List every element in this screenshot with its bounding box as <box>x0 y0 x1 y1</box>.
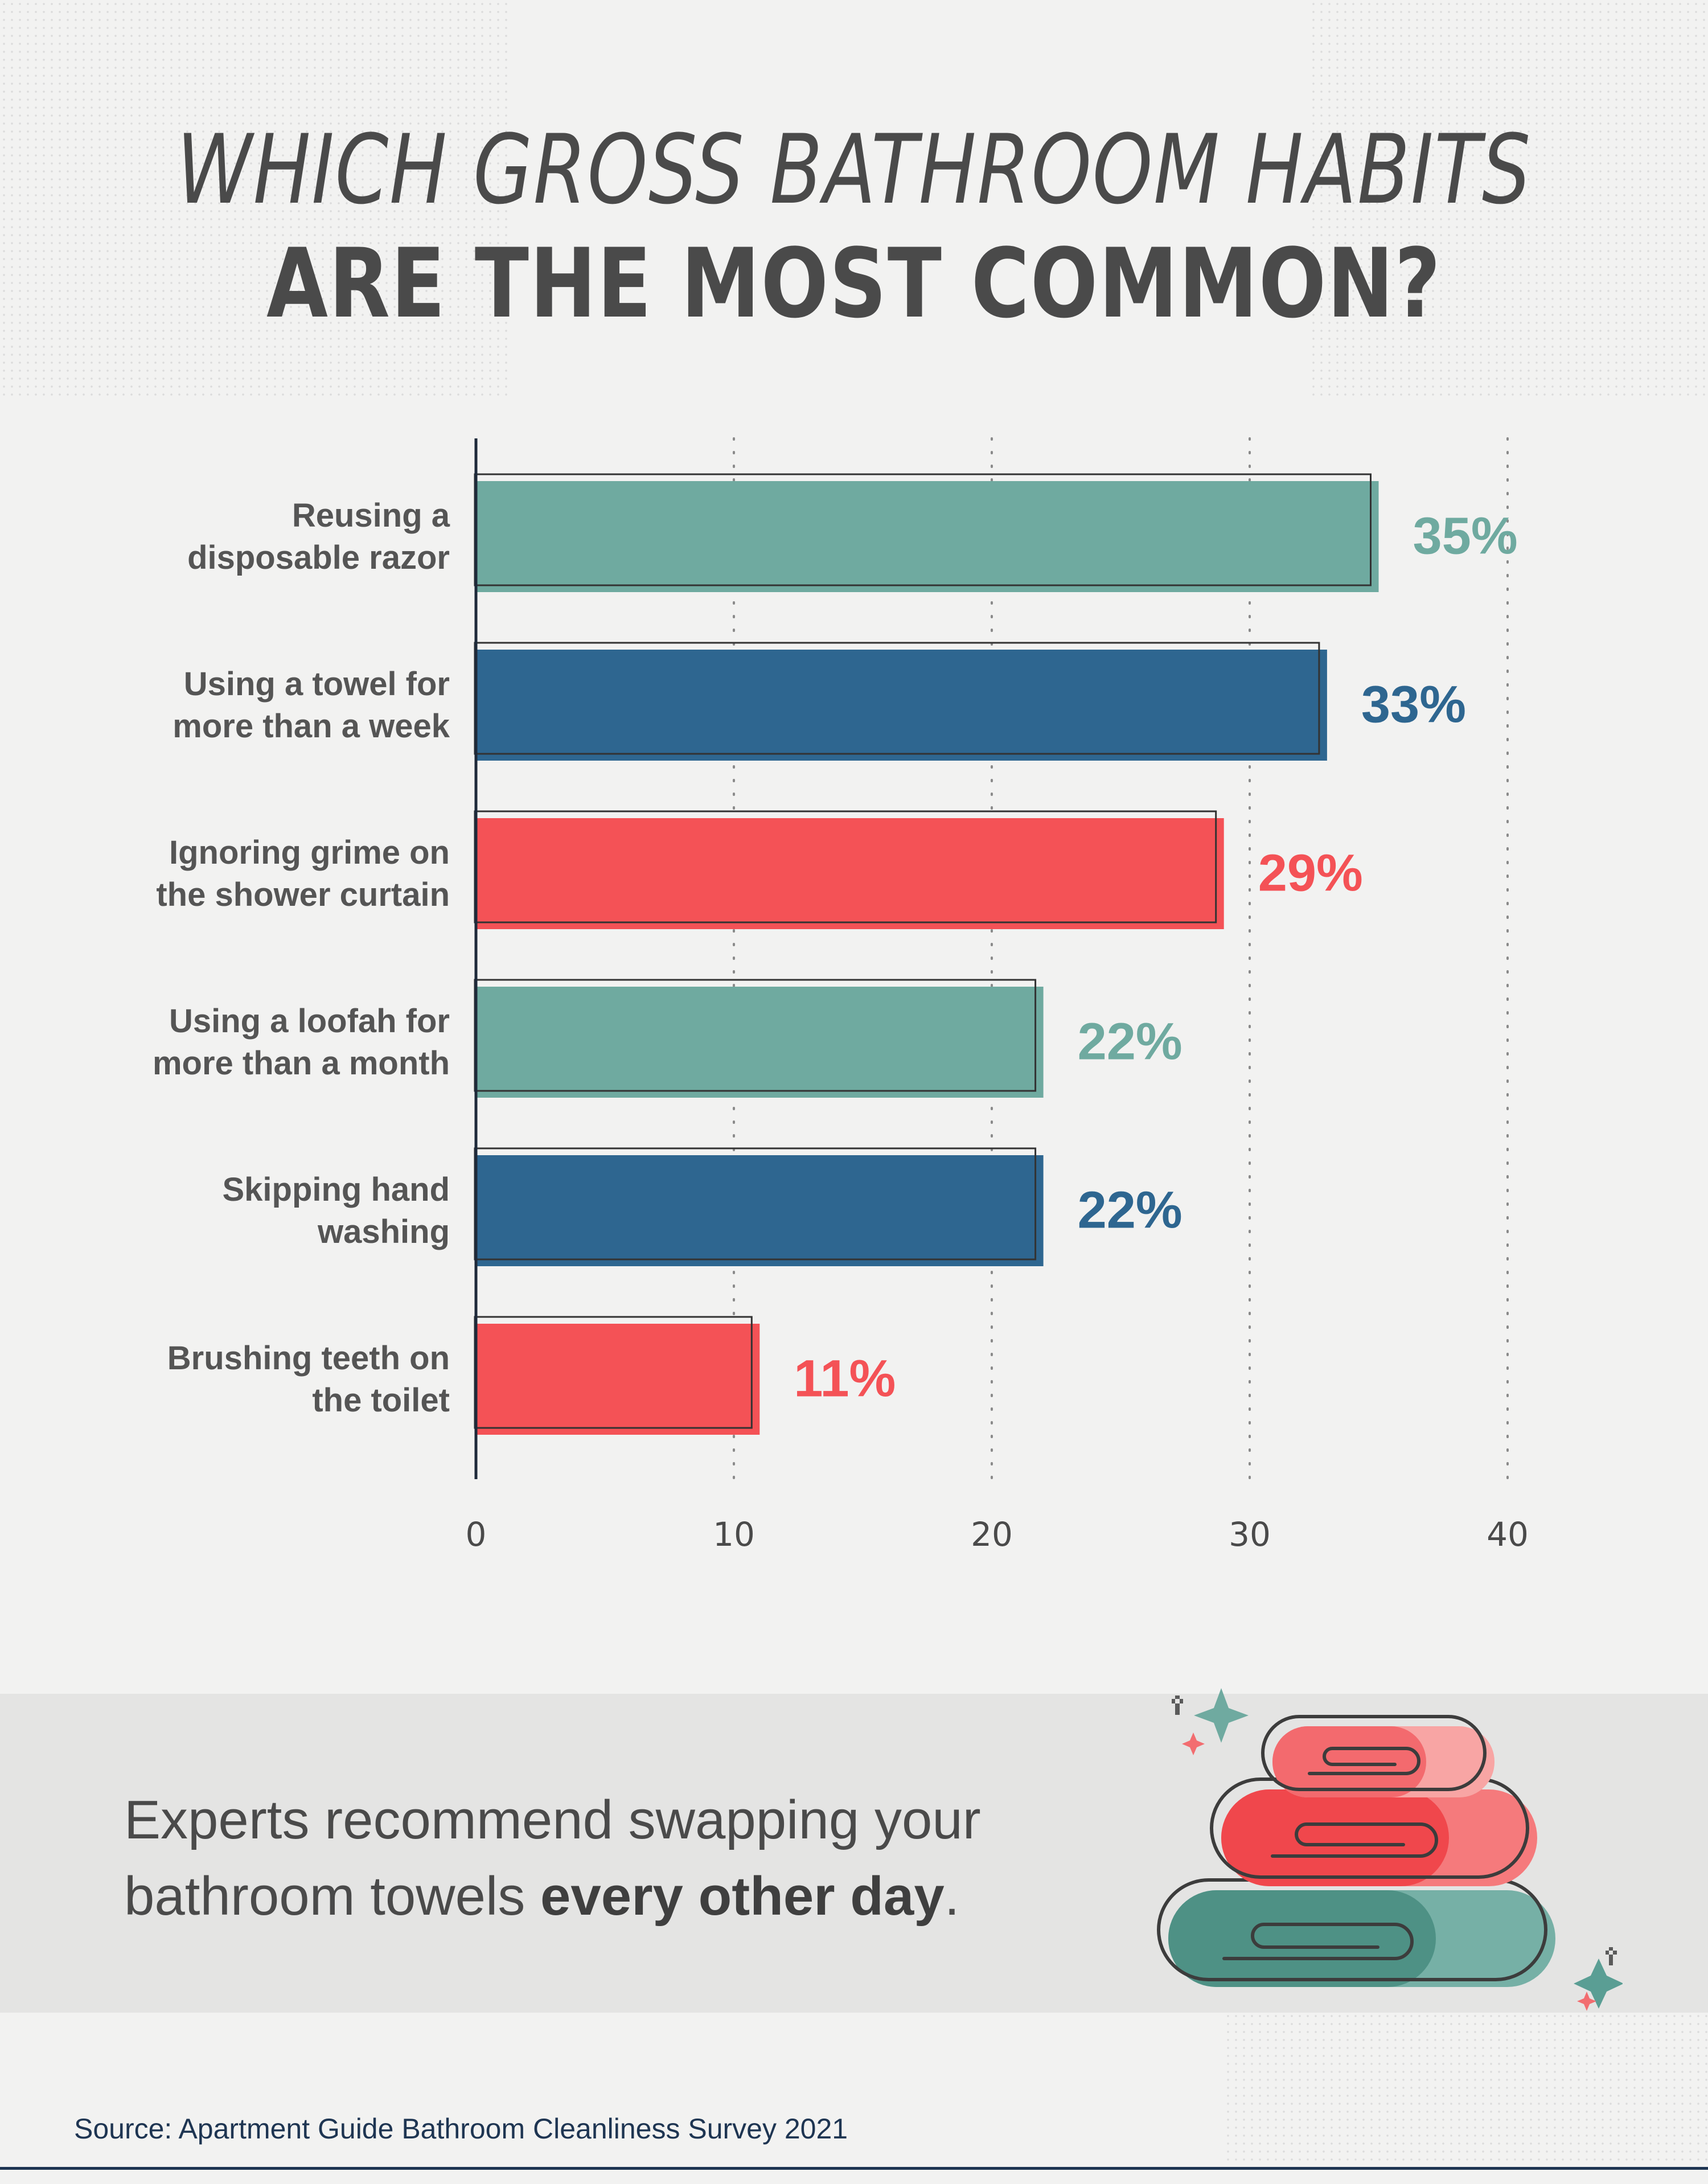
category-label-line: more than a month <box>152 1044 450 1082</box>
value-label: 22% <box>1078 1013 1183 1071</box>
x-tick-label: 40 <box>1487 1515 1529 1554</box>
tip-text: Experts recommend swapping your bathroom… <box>124 1782 1149 1935</box>
category-label-line: washing <box>317 1213 450 1250</box>
x-tick-label: 0 <box>466 1515 487 1554</box>
towel-stack-icon <box>1157 1688 1623 2011</box>
value-labels: 35% 33% 29% 22% 22% 11% <box>794 507 1517 1408</box>
value-label: 11% <box>794 1350 896 1408</box>
title-line-2: ARE THE MOST COMMON? <box>266 228 1442 339</box>
bottom-rule <box>0 2167 1708 2170</box>
x-tick-label: 10 <box>713 1515 755 1554</box>
tip-line-2-normal: bathroom towels <box>124 1866 541 1927</box>
category-label: Using a towel for more than a week <box>97 663 450 748</box>
value-label: 33% <box>1361 676 1466 734</box>
value-label: 35% <box>1413 507 1518 565</box>
title-line-1: WHICH GROSS BATHROOM HABITS <box>176 114 1532 225</box>
category-label-line: more than a week <box>173 707 450 745</box>
x-axis-ticks: 0 10 20 30 40 <box>466 1515 1529 1554</box>
category-label: Brushing teeth on the toilet <box>97 1337 450 1422</box>
category-label-line: Ignoring grime on <box>169 834 450 871</box>
tip-line-1: Experts recommend swapping your <box>124 1789 981 1850</box>
tip-line-2-bold: every other day <box>540 1866 945 1927</box>
grid-lines <box>733 437 1509 1480</box>
category-label-line: the toilet <box>312 1381 450 1419</box>
bar <box>476 1155 1044 1266</box>
category-label-line: disposable razor <box>187 539 450 576</box>
category-label-line: the shower curtain <box>156 876 450 913</box>
category-label-line: Using a loofah for <box>169 1002 450 1040</box>
bar-chart: 0 10 20 30 40 35% 33% 29% 22% 22% 11% <box>466 437 1529 1554</box>
value-label: 22% <box>1078 1181 1183 1239</box>
category-label-line: Skipping hand <box>222 1171 450 1208</box>
category-label: Skipping hand washing <box>97 1169 450 1253</box>
bar <box>476 650 1327 761</box>
tip-line-2-end: . <box>944 1866 960 1927</box>
bar <box>476 818 1224 929</box>
bars <box>474 473 1379 1435</box>
source-note: Source: Apartment Guide Bathroom Cleanli… <box>74 2113 848 2145</box>
x-tick-label: 20 <box>971 1515 1013 1554</box>
category-label: Ignoring grime on the shower curtain <box>97 832 450 916</box>
category-label-line: Reusing a <box>291 496 450 534</box>
value-label: 29% <box>1258 844 1363 902</box>
category-label: Using a loofah for more than a month <box>97 1000 450 1085</box>
x-tick-label: 30 <box>1229 1515 1271 1554</box>
bar <box>476 1324 760 1435</box>
bar <box>476 481 1379 592</box>
category-label-line: Using a towel for <box>183 665 450 703</box>
bar <box>476 987 1044 1098</box>
category-label-line: Brushing teeth on <box>167 1339 450 1377</box>
category-label: Reusing a disposable razor <box>97 495 450 579</box>
